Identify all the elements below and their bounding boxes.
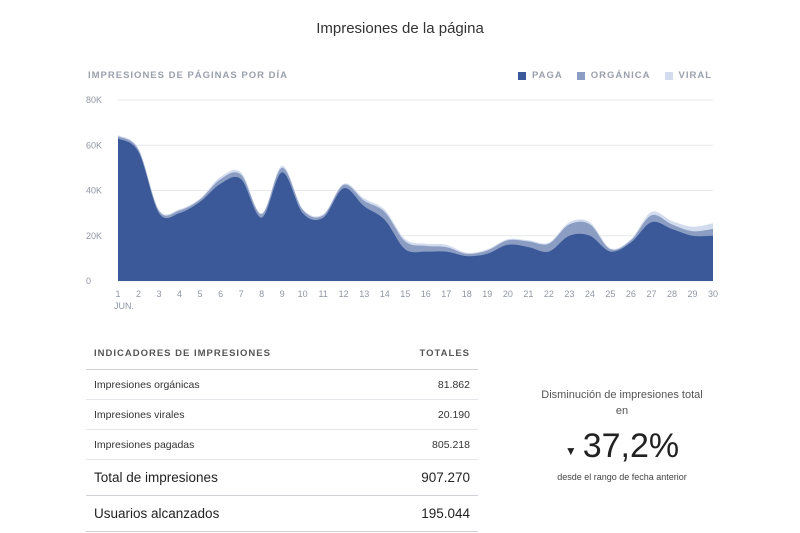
total-impressions-value: 907.270 [421,470,470,485]
row-value-organic: 81.862 [437,378,470,391]
users-reached-value: 195.044 [421,506,470,521]
y-tick-label: 0 [86,276,91,286]
legend-swatch-paga [518,71,527,80]
x-tick-label: 21 [523,289,533,299]
x-tick-label: 29 [687,289,697,299]
x-tick-label: 20 [503,289,513,299]
x-tick-label: 18 [462,289,472,299]
total-impressions-label: Total de impresiones [94,470,218,485]
x-tick-label: 26 [626,289,636,299]
x-tick-label: 30 [708,289,718,299]
x-tick-label: 7 [239,289,244,299]
page-title: Impresiones de la página [316,20,484,37]
decrease-summary: Disminución de impresiones total en ▼ 37… [512,387,732,482]
legend-label-organica: ORGÁNICA [590,70,651,81]
users-reached-label: Usuarios alcanzados [94,506,220,521]
x-tick-label: 12 [339,289,349,299]
x-tick-label: 13 [359,289,369,299]
chart-title: IMPRESIONES DE PÁGINAS POR DÍA [88,70,288,81]
x-tick-label: 4 [177,289,182,299]
x-tick-label: 8 [259,289,264,299]
legend-item-viral: VIRAL [664,70,713,81]
summary-percentage: 37,2% [582,427,680,465]
x-tick-label: 11 [319,289,328,299]
x-tick-label: 5 [198,289,203,299]
row-label-viral: Impresiones virales [94,408,185,421]
table-row: Impresiones virales 20.190 [86,400,478,430]
x-tick-label: 1 [115,289,120,299]
legend-item-organica: ORGÁNICA [576,70,651,81]
x-tick-label: 14 [380,289,390,299]
row-label-paid: Impresiones pagadas [94,438,195,451]
table-header-indicators: INDICADORES DE IMPRESIONES [94,348,271,359]
y-tick-label: 80K [86,95,102,105]
series-area-paga [118,138,713,281]
table-row: Impresiones pagadas 805.218 [86,430,478,460]
x-tick-label: 22 [544,289,554,299]
summary-label: Disminución de impresiones total en [512,387,732,419]
table-total-row: Usuarios alcanzados 195.044 [86,496,478,532]
legend-swatch-viral [664,71,673,80]
chart-legend: PAGA ORGÁNICA VIRAL [518,70,712,81]
summary-label-line1: Disminución de impresiones total [541,389,703,401]
y-tick-label: 60K [86,140,102,150]
summary-label-line2: en [615,405,629,417]
y-tick-label: 40K [86,186,102,196]
row-label-organic: Impresiones orgánicas [94,378,200,391]
x-tick-label: 17 [441,289,451,299]
x-tick-label: 15 [400,289,410,299]
x-tick-label: 23 [564,289,574,299]
x-tick-label: 25 [605,289,615,299]
summary-caption: desde el rango de fecha anterior [557,472,687,482]
row-value-paid: 805.218 [432,438,470,451]
x-tick-label: 19 [482,289,492,299]
impressions-table: INDICADORES DE IMPRESIONES TOTALES Impre… [86,342,478,532]
x-tick-label: 28 [667,289,677,299]
x-tick-label: 3 [157,289,162,299]
y-tick-label: 20K [86,231,102,241]
x-tick-label: 24 [585,289,595,299]
x-axis-month-label: JUN. [114,301,134,311]
table-total-row: Total de impresiones 907.270 [86,460,478,496]
legend-item-paga: PAGA [518,70,563,81]
legend-swatch-organica [576,71,585,80]
x-tick-label: 9 [280,289,285,299]
table-header: INDICADORES DE IMPRESIONES TOTALES [86,342,478,370]
legend-label-viral: VIRAL [678,70,712,81]
summary-value: ▼ 37,2% [512,427,732,466]
down-arrow-icon: ▼ [564,443,577,458]
x-tick-label: 16 [421,289,431,299]
x-tick-label: 27 [646,289,656,299]
x-tick-label: 10 [298,289,308,299]
row-value-viral: 20.190 [437,408,470,421]
x-tick-label: 6 [218,289,223,299]
x-tick-label: 2 [136,289,141,299]
table-row: Impresiones orgánicas 81.862 [86,370,478,400]
table-header-totals: TOTALES [419,348,470,359]
legend-label-paga: PAGA [532,70,563,81]
